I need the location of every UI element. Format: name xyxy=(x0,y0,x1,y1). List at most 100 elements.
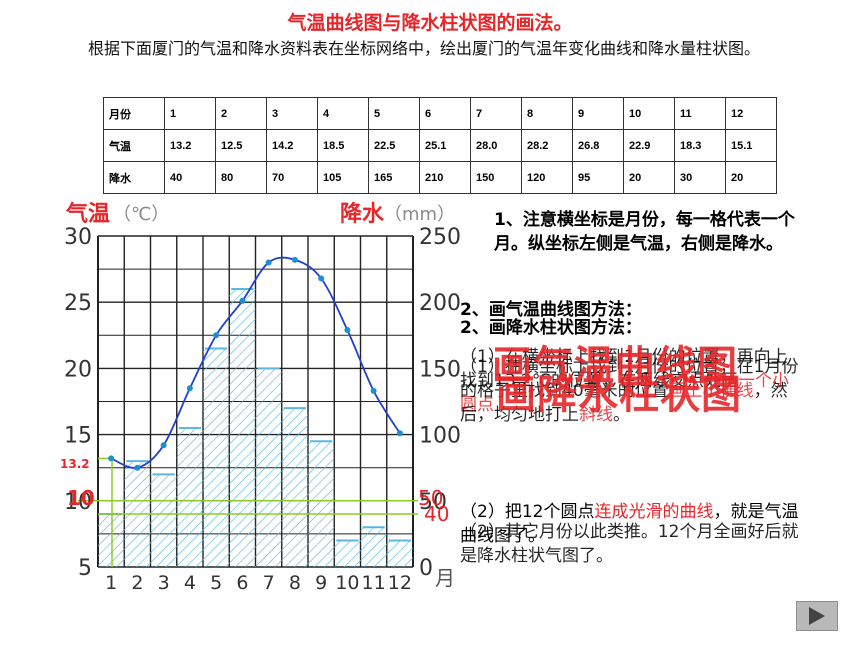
temp-point xyxy=(344,327,351,334)
table-cell: 14.2 xyxy=(266,129,318,162)
step-1-precip-red1: 画上小横线 xyxy=(668,381,754,401)
temp-point xyxy=(213,332,220,339)
overlay-precip-title: 画降水柱状图 xyxy=(496,372,742,418)
guide-lines xyxy=(78,457,418,567)
table-row-temps: 气温 13.2 12.5 14.2 18.5 22.5 25.1 28.0 28… xyxy=(103,129,777,162)
left-tick-label: 10 xyxy=(64,490,92,515)
x-tick-label: 10 xyxy=(335,572,359,594)
right-40-label: 40 xyxy=(424,502,450,526)
step-1-precip: （1）在横坐标上找到1月份的位置，在1月份的格子里找到40毫米的位置画上小横线，… xyxy=(460,355,800,427)
table-row-header: 月份 xyxy=(103,97,165,130)
x-tick-label: 11 xyxy=(362,572,386,594)
precip-bar xyxy=(308,441,335,567)
step-1-precip-text3: 。 xyxy=(613,405,630,425)
table-cell: 22.9 xyxy=(623,129,675,162)
table-cell: 11 xyxy=(674,97,726,130)
step-2-temp-text2: ，就是气温曲线图了。 xyxy=(460,502,799,546)
precip-bar xyxy=(98,514,125,567)
precip-bar xyxy=(150,474,177,567)
note-2a: 2、画气温曲线图方法： xyxy=(460,300,642,320)
climate-data-table: 月份 1 2 3 4 5 6 7 8 9 10 11 12 气温 13.2 12… xyxy=(103,97,777,194)
temp-point xyxy=(134,464,141,471)
right-tick-label: 100 xyxy=(419,424,461,449)
temp-point xyxy=(370,387,377,394)
left-axis-unit: （℃） xyxy=(113,204,170,225)
table-cell: 120 xyxy=(521,161,573,194)
precip-bar xyxy=(176,427,203,567)
next-slide-button[interactable] xyxy=(796,601,838,631)
right-axis-unit: （mm） xyxy=(384,204,456,225)
x-tick-label: 5 xyxy=(210,572,222,594)
precip-bar xyxy=(334,540,361,567)
right-tick-label: 150 xyxy=(419,357,461,382)
step-1-precip-red2: 斜线 xyxy=(579,405,613,425)
precip-bar xyxy=(360,527,387,567)
overlay-temp-title: 画气温曲线图 xyxy=(492,343,738,389)
right-tick-label: 50 xyxy=(419,490,447,515)
x-tick-label: 12 xyxy=(388,572,412,594)
left-tick-label: 5 xyxy=(78,556,92,581)
play-arrow-icon xyxy=(809,607,825,625)
x-tick-label: 4 xyxy=(184,572,196,594)
table-cell: 80 xyxy=(215,161,267,194)
temp-point xyxy=(160,442,167,449)
table-cell: 28.2 xyxy=(521,129,573,162)
step-2-precip: （2）其它月份以此类推。12个月全画好后就是降水柱状气图了。 xyxy=(460,522,799,566)
left-tick-label: 20 xyxy=(64,357,92,382)
temp-point xyxy=(291,256,298,263)
right-tick-label: 0 xyxy=(419,556,433,581)
table-row-header: 降水 xyxy=(103,161,165,194)
x-tick-label: 3 xyxy=(158,572,170,594)
x-tick-label: 1 xyxy=(105,572,117,594)
table-cell: 20 xyxy=(623,161,675,194)
x-tick-label: 6 xyxy=(236,572,248,594)
right-50-label: 50 xyxy=(418,486,444,510)
precip-bar xyxy=(281,408,308,567)
precip-bar xyxy=(255,368,282,567)
step-1-precip-text1: （1）在横坐标上找到1月份的位置，在1月份的格子里找到40毫米的位置 xyxy=(460,357,799,401)
table-cell: 4 xyxy=(317,97,369,130)
table-cell: 18.5 xyxy=(317,129,369,162)
table-cell: 105 xyxy=(317,161,369,194)
table-cell: 165 xyxy=(368,161,420,194)
table-cell: 12 xyxy=(725,97,777,130)
temp-point xyxy=(396,430,403,437)
page-title: 气温曲线图与降水柱状图的画法。 xyxy=(287,12,573,34)
temp-point xyxy=(318,275,325,282)
precip-bar xyxy=(203,348,230,567)
x-tick-label: 8 xyxy=(289,572,301,594)
table-cell: 150 xyxy=(470,161,522,194)
step-1-temp-red: 一个小圆点 xyxy=(460,371,789,415)
left-tick-label: 15 xyxy=(64,424,92,449)
table-cell: 3 xyxy=(266,97,318,130)
left-10-label: 10 xyxy=(67,486,95,510)
x-tick-label: 9 xyxy=(315,572,327,594)
x-tick-label: 2 xyxy=(131,572,143,594)
step-1-temp-text: （1）在横坐标上找到1月份的位置，再向上找到13.2℃的位置，在两线交点处画 xyxy=(460,347,788,391)
right-axis-name: 降水 xyxy=(340,202,385,227)
temp-point xyxy=(108,455,115,462)
temp-point xyxy=(265,259,272,266)
right-tick-label: 200 xyxy=(419,291,461,316)
step-2-temp-red: 连成光滑的曲线 xyxy=(594,502,714,522)
temp-points xyxy=(108,256,403,471)
step-1-temp: （1）在横坐标上找到1月份的位置，再向上找到13.2℃的位置，在两线交点处画一个… xyxy=(460,345,800,417)
table-row-header: 气温 xyxy=(103,129,165,162)
x-axis-unit: 月 xyxy=(435,566,455,590)
table-cell: 20 xyxy=(725,161,777,194)
x-tick-label: 7 xyxy=(263,572,275,594)
intro-text: 根据下面厦门的气温和降水资料表在坐标网络中，绘出厦门的气温年变化曲线和降水量柱状… xyxy=(88,39,761,58)
table-row-precip: 降水 40 80 70 105 165 210 150 120 95 20 30… xyxy=(103,161,777,194)
step-2-temp: （2）把12个圆点连成光滑的曲线，就是气温曲线图了。 xyxy=(460,500,800,548)
table-cell: 210 xyxy=(419,161,471,194)
temp-point xyxy=(186,385,193,392)
note-2b: 2、画降水柱状图方法： xyxy=(460,318,642,338)
step-1-precip-text2: ，然后，均匀地打上 xyxy=(460,381,788,425)
right-tick-label: 250 xyxy=(419,225,461,250)
table-cell: 95 xyxy=(572,161,624,194)
precip-bar xyxy=(386,540,413,567)
left-tick-label: 30 xyxy=(64,225,92,250)
table-row-months: 月份 1 2 3 4 5 6 7 8 9 10 11 12 xyxy=(103,97,777,130)
table-cell: 8 xyxy=(521,97,573,130)
